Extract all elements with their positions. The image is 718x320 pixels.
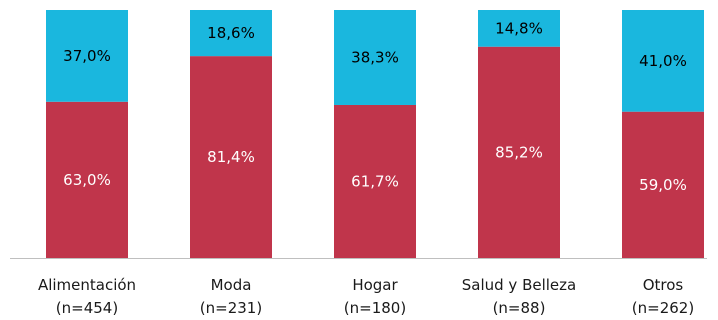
bar-segment-lower-4 xyxy=(622,111,704,259)
data-label-upper-2: 38,3% xyxy=(351,48,399,66)
data-label-lower-3: 85,2% xyxy=(495,143,543,161)
category-label-3: Salud y Belleza xyxy=(462,276,576,294)
data-label-upper-4: 41,0% xyxy=(639,52,687,70)
data-label-lower-0: 63,0% xyxy=(63,171,111,189)
data-label-upper-0: 37,0% xyxy=(63,47,111,65)
bar-segment-upper-3 xyxy=(478,10,560,47)
data-label-lower-4: 59,0% xyxy=(639,176,687,194)
bar-segment-lower-1 xyxy=(190,56,272,259)
plot-area: 63,0% 37,0% 81,4% 18,6% 61,7% 38,3% 85,2% 14,8%… xyxy=(46,10,704,259)
category-count-3: (n=88) xyxy=(493,299,546,317)
category-count-4: (n=262) xyxy=(632,299,694,317)
bar-segment-lower-2 xyxy=(334,104,416,258)
bar-segment-lower-0 xyxy=(46,101,128,258)
category-count-1: (n=231) xyxy=(200,299,262,317)
category-label-0: Alimentación xyxy=(38,276,136,294)
data-label-lower-2: 61,7% xyxy=(351,172,399,190)
bar-segment-upper-1 xyxy=(190,10,272,57)
bar-segment-upper-4 xyxy=(622,10,704,112)
category-count-2: (n=180) xyxy=(344,299,406,317)
bar-segment-lower-3 xyxy=(478,46,560,259)
data-label-lower-1: 81,4% xyxy=(207,148,255,166)
bar-segment-upper-2 xyxy=(334,10,416,105)
data-label-upper-3: 14,8% xyxy=(495,19,543,37)
category-labels: Alimentación (n=454) Moda (n=231) Hogar (n=18… xyxy=(38,276,694,317)
bar-segment-upper-0 xyxy=(46,10,128,102)
category-count-0: (n=454) xyxy=(56,299,118,317)
category-label-2: Hogar xyxy=(352,276,398,294)
category-label-1: Moda xyxy=(211,276,252,294)
category-label-4: Otros xyxy=(643,276,684,294)
data-label-upper-1: 18,6% xyxy=(207,24,255,42)
